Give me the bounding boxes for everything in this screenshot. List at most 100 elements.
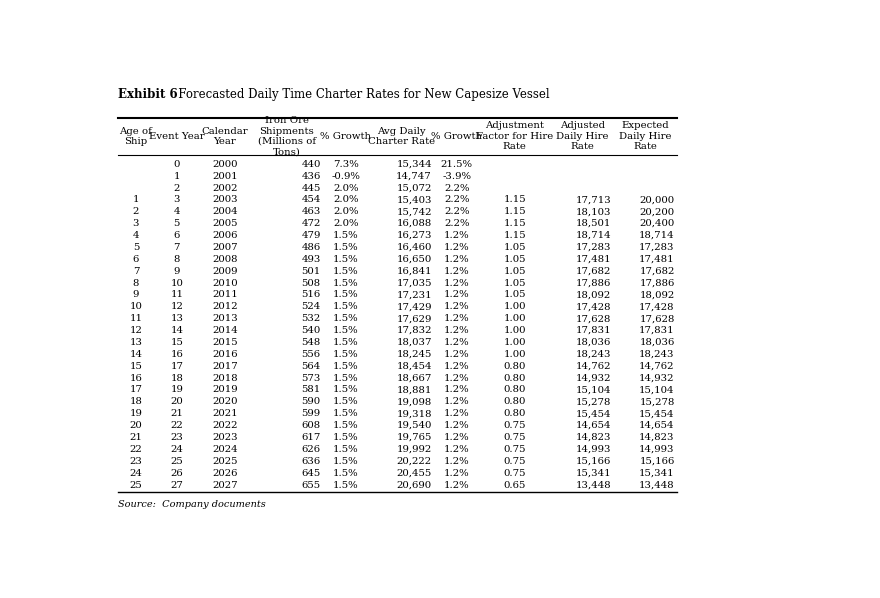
Text: 2002: 2002	[212, 184, 238, 193]
Text: 16: 16	[171, 350, 183, 359]
Text: 1.05: 1.05	[503, 291, 526, 300]
Text: 18,103: 18,103	[576, 208, 612, 216]
Text: 445: 445	[301, 184, 320, 193]
Text: 17,283: 17,283	[576, 243, 612, 252]
Text: 17,429: 17,429	[396, 303, 432, 312]
Text: 19: 19	[129, 409, 143, 418]
Text: 18,092: 18,092	[640, 291, 675, 300]
Text: 2017: 2017	[212, 362, 238, 371]
Text: 23: 23	[129, 457, 143, 466]
Text: 14,932: 14,932	[639, 374, 675, 383]
Text: 1.2%: 1.2%	[444, 397, 470, 407]
Text: 1.15: 1.15	[503, 208, 526, 216]
Text: 16,460: 16,460	[397, 243, 432, 252]
Text: 15,742: 15,742	[396, 208, 432, 216]
Text: 16,650: 16,650	[397, 255, 432, 264]
Text: 436: 436	[301, 172, 320, 181]
Text: 20: 20	[171, 397, 183, 407]
Text: 1.2%: 1.2%	[444, 267, 470, 276]
Text: 13,448: 13,448	[576, 481, 612, 490]
Text: 1.00: 1.00	[503, 303, 526, 312]
Text: 1.00: 1.00	[503, 350, 526, 359]
Text: 516: 516	[302, 291, 320, 300]
Text: 2021: 2021	[212, 409, 238, 418]
Text: 18,454: 18,454	[396, 362, 432, 371]
Text: 2010: 2010	[212, 279, 238, 288]
Text: 14: 14	[129, 350, 143, 359]
Text: 1.5%: 1.5%	[333, 469, 358, 478]
Text: 18,037: 18,037	[396, 338, 432, 347]
Text: 15,403: 15,403	[396, 196, 432, 205]
Text: 1.5%: 1.5%	[333, 338, 358, 347]
Text: 2.0%: 2.0%	[333, 208, 358, 216]
Text: 6: 6	[173, 231, 180, 240]
Text: 1.00: 1.00	[503, 326, 526, 335]
Text: 1.5%: 1.5%	[333, 433, 358, 442]
Text: 17,481: 17,481	[576, 255, 612, 264]
Text: 1.5%: 1.5%	[333, 374, 358, 383]
Text: 2011: 2011	[212, 291, 238, 300]
Text: 1.5%: 1.5%	[333, 481, 358, 490]
Text: 16,088: 16,088	[397, 219, 432, 228]
Text: 2026: 2026	[212, 469, 238, 478]
Text: 1.2%: 1.2%	[444, 469, 470, 478]
Text: 2020: 2020	[212, 397, 238, 407]
Text: 540: 540	[302, 326, 320, 335]
Text: Exhibit 6: Exhibit 6	[118, 88, 178, 101]
Text: 599: 599	[302, 409, 320, 418]
Text: 15: 15	[171, 338, 183, 347]
Text: 1.5%: 1.5%	[333, 397, 358, 407]
Text: 2.0%: 2.0%	[333, 196, 358, 205]
Text: 15,454: 15,454	[639, 409, 675, 418]
Text: 3: 3	[173, 196, 180, 205]
Text: 9: 9	[173, 267, 180, 276]
Text: 14,993: 14,993	[576, 445, 612, 454]
Text: 454: 454	[301, 196, 320, 205]
Text: 440: 440	[301, 160, 320, 169]
Text: Avg Daily
Charter Rate: Avg Daily Charter Rate	[368, 127, 435, 146]
Text: 2027: 2027	[212, 481, 238, 490]
Text: 1.5%: 1.5%	[333, 267, 358, 276]
Text: 486: 486	[302, 243, 320, 252]
Text: Forecasted Daily Time Charter Rates for New Capesize Vessel: Forecasted Daily Time Charter Rates for …	[167, 88, 550, 101]
Text: 16,273: 16,273	[396, 231, 432, 240]
Text: 8: 8	[173, 255, 180, 264]
Text: 2.0%: 2.0%	[333, 219, 358, 228]
Text: 17,628: 17,628	[640, 314, 675, 323]
Text: 18,501: 18,501	[576, 219, 612, 228]
Text: 19,098: 19,098	[397, 397, 432, 407]
Text: 1.2%: 1.2%	[444, 243, 470, 252]
Text: 14,747: 14,747	[396, 172, 432, 181]
Text: % Growth: % Growth	[431, 132, 482, 141]
Text: 19,992: 19,992	[397, 445, 432, 454]
Text: 20,222: 20,222	[397, 457, 432, 466]
Text: 645: 645	[302, 469, 320, 478]
Text: 17,231: 17,231	[396, 291, 432, 300]
Text: 1.2%: 1.2%	[444, 457, 470, 466]
Text: 0.75: 0.75	[503, 469, 526, 478]
Text: 1.2%: 1.2%	[444, 338, 470, 347]
Text: 2013: 2013	[212, 314, 238, 323]
Text: 1.5%: 1.5%	[333, 362, 358, 371]
Text: 1.2%: 1.2%	[444, 303, 470, 312]
Text: 21.5%: 21.5%	[441, 160, 473, 169]
Text: 1.5%: 1.5%	[333, 421, 358, 430]
Text: 2.2%: 2.2%	[444, 219, 470, 228]
Text: 15: 15	[129, 362, 143, 371]
Text: 1.2%: 1.2%	[444, 314, 470, 323]
Text: 5: 5	[133, 243, 139, 252]
Text: 17,831: 17,831	[639, 326, 675, 335]
Text: 1.00: 1.00	[503, 338, 526, 347]
Text: 17,428: 17,428	[639, 303, 675, 312]
Text: 14: 14	[171, 326, 183, 335]
Text: 14,762: 14,762	[639, 362, 675, 371]
Text: 1.05: 1.05	[503, 279, 526, 288]
Text: 1.2%: 1.2%	[444, 374, 470, 383]
Text: 524: 524	[302, 303, 320, 312]
Text: 4: 4	[173, 208, 180, 216]
Text: 0.75: 0.75	[503, 445, 526, 454]
Text: 1.2%: 1.2%	[444, 362, 470, 371]
Text: 20,690: 20,690	[397, 481, 432, 490]
Text: 1.00: 1.00	[503, 314, 526, 323]
Text: 2000: 2000	[212, 160, 238, 169]
